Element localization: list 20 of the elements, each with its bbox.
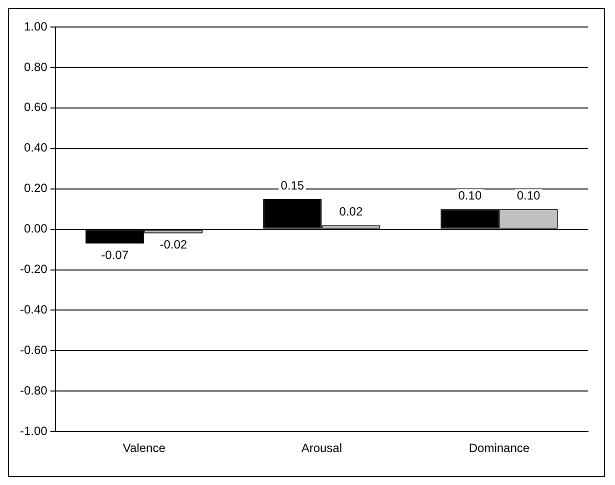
- data-label: 0.10: [516, 188, 541, 202]
- data-label: -0.07: [101, 248, 129, 262]
- data-label: 0.02: [339, 204, 363, 219]
- data-label: 0.15: [280, 178, 304, 192]
- y-tick-label: -0.60: [20, 342, 48, 357]
- y-tick-label: -0.20: [20, 262, 48, 276]
- y-tick-label: -0.80: [20, 383, 48, 398]
- data-label: -0.02: [160, 238, 188, 252]
- x-tick-label: Arousal: [301, 441, 342, 456]
- y-tick-label: 0.60: [24, 100, 48, 114]
- x-tick-label: Dominance: [468, 441, 530, 456]
- y-tick-label: -0.40: [20, 302, 48, 317]
- y-tick-label: 0.00: [24, 222, 48, 236]
- y-tick-label: 0.40: [24, 140, 48, 155]
- y-tick-label: -1.00: [20, 424, 48, 438]
- x-tick-label: Valence: [122, 441, 166, 456]
- data-label: 0.10: [458, 188, 482, 202]
- y-tick-label: 0.80: [24, 60, 48, 74]
- y-tick-label: 1.00: [24, 19, 48, 34]
- y-tick-label: 0.20: [24, 181, 48, 196]
